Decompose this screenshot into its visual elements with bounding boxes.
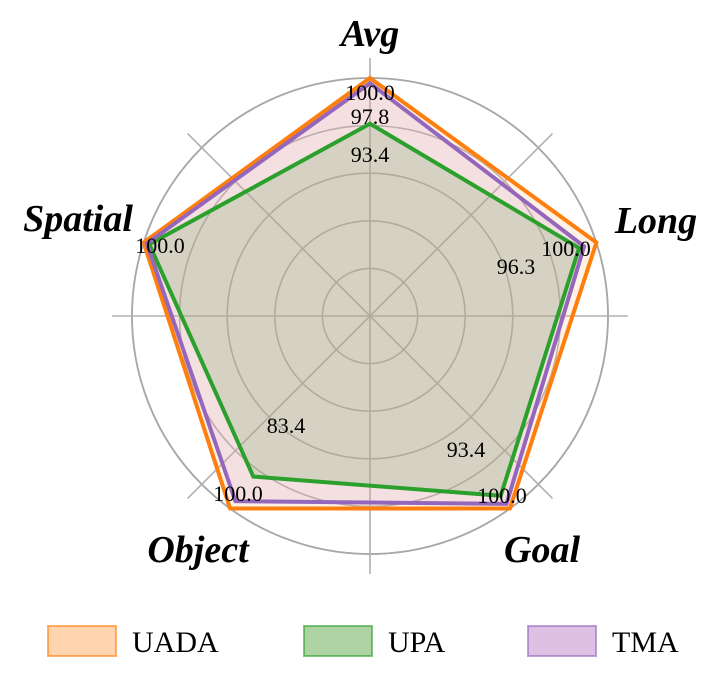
legend-label-uada: UADA	[132, 626, 219, 659]
value-label-7: 83.4	[267, 413, 306, 438]
grid-spoke-7	[369, 133, 553, 317]
axis-label-spatial: Spatial	[23, 198, 133, 240]
axis-label-long: Long	[614, 200, 697, 242]
value-label-0: 100.0	[345, 80, 395, 105]
legend: UADA UPA TMA	[47, 625, 679, 659]
value-label-8: 100.0	[213, 481, 263, 506]
series-fill-upa	[149, 123, 580, 496]
axis-label-goal: Goal	[504, 529, 580, 571]
value-label-9: 100.0	[135, 233, 185, 258]
series-line-uada	[141, 75, 599, 511]
radar-grid	[112, 58, 628, 574]
legend-swatch-upa	[303, 625, 373, 657]
value-label-6: 100.0	[477, 483, 527, 508]
axis-label-object: Object	[147, 529, 250, 571]
series-line-upa	[146, 121, 582, 498]
value-label-2: 93.4	[351, 142, 390, 167]
value-label-1: 97.8	[351, 104, 390, 129]
axis-labels: Avg Long Goal Object Spatial	[23, 13, 697, 571]
value-label-5: 93.4	[447, 437, 486, 462]
axis-label-avg: Avg	[339, 13, 399, 55]
value-label-3: 100.0	[541, 236, 591, 261]
series-line-tma	[144, 80, 587, 506]
legend-swatch-uada	[47, 625, 117, 657]
value-labels: 100.097.893.4100.096.393.4100.083.4100.0…	[135, 80, 591, 508]
radar-series	[141, 75, 599, 511]
legend-label-upa: UPA	[388, 626, 446, 659]
series-fill-tma	[146, 83, 585, 504]
grid-spoke-5	[187, 133, 371, 317]
value-label-4: 96.3	[497, 254, 536, 279]
legend-swatch-tma	[527, 625, 597, 657]
legend-label-tma: TMA	[612, 626, 679, 659]
